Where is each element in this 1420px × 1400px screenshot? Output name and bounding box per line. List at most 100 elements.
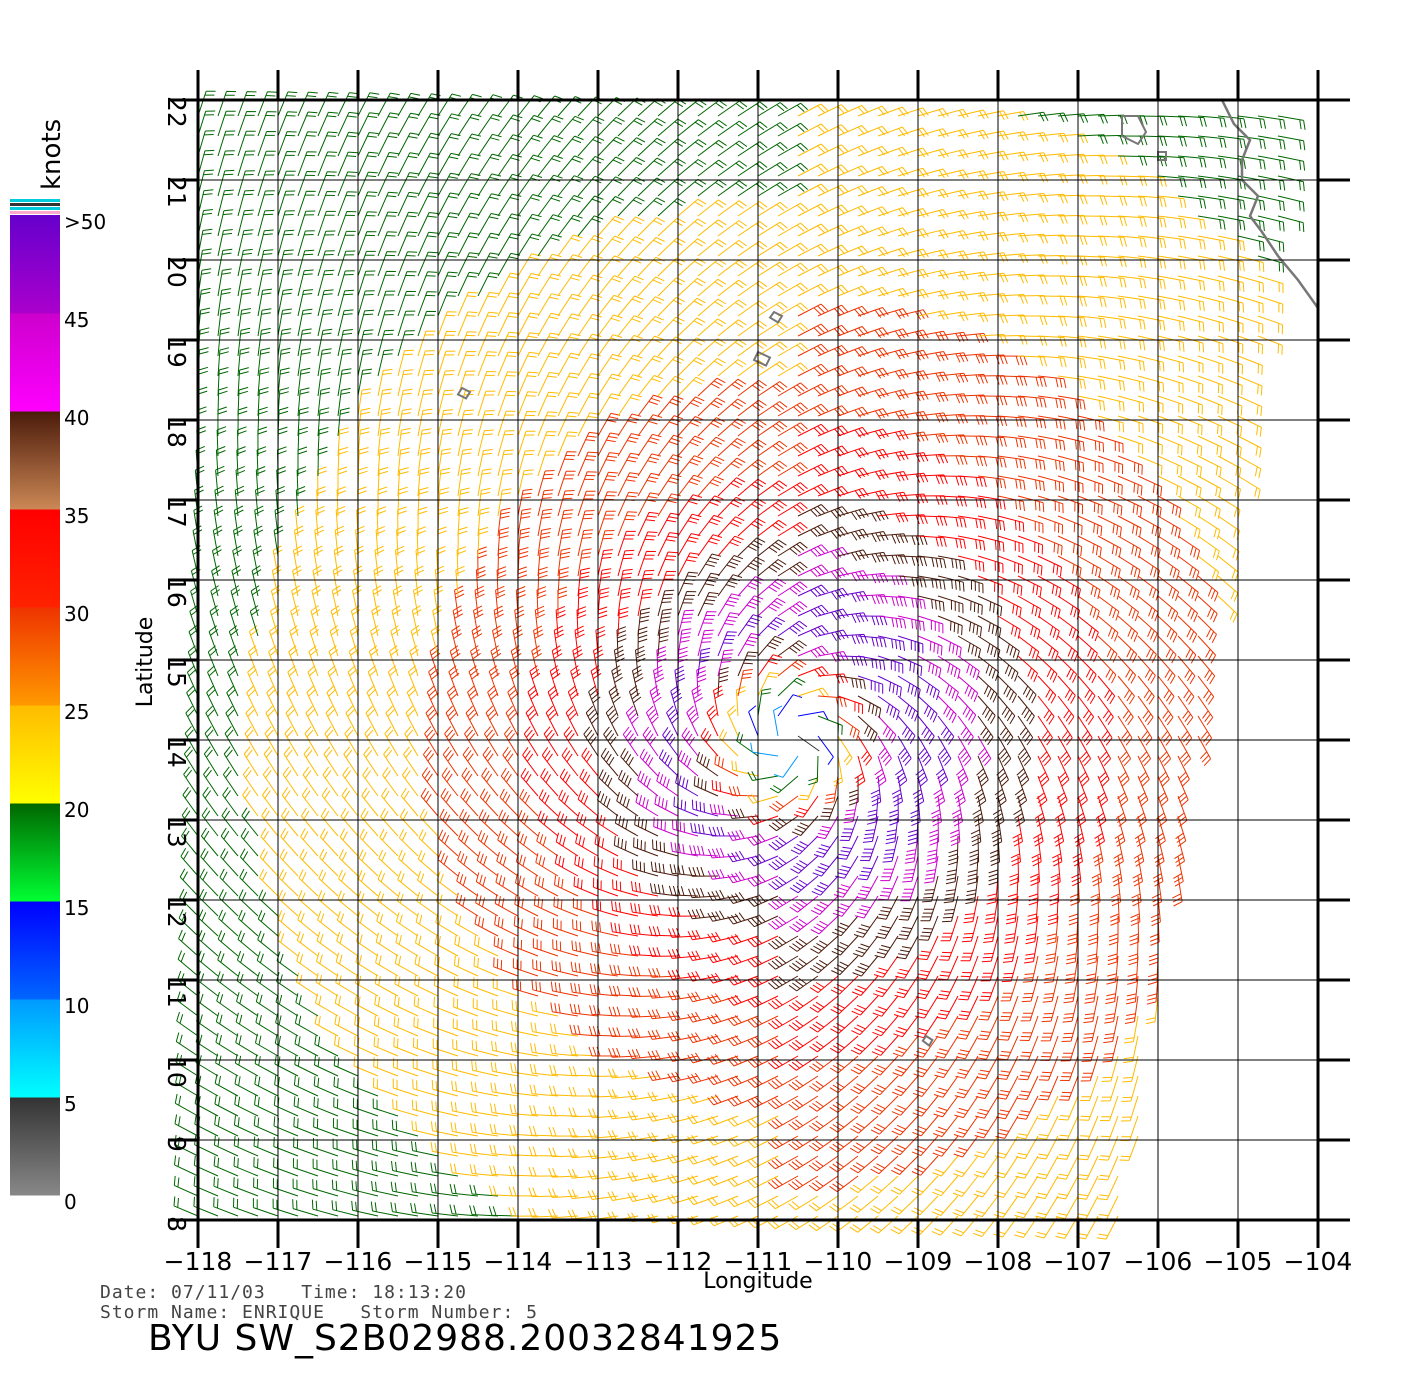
wind-barb (317, 210, 336, 237)
wind-barb (1012, 815, 1023, 847)
wind-barb (186, 685, 199, 717)
wind-barb (953, 1135, 979, 1158)
wind-barb (648, 967, 679, 978)
wind-barb (397, 152, 420, 177)
wind-barb (937, 975, 959, 1000)
wind-barb (197, 209, 213, 237)
wind-barb (857, 286, 889, 297)
wind-barb (317, 348, 332, 377)
wind-barb (681, 727, 699, 757)
wind-barb (293, 1096, 319, 1117)
wind-barb (1017, 675, 1037, 704)
wind-barb (707, 848, 739, 859)
wind-barb (757, 161, 788, 177)
wind-barb (707, 1074, 739, 1086)
wind-barb (537, 234, 562, 257)
wind-barb (1157, 675, 1175, 705)
wind-barb (296, 466, 307, 497)
wind-barb (1105, 975, 1119, 1005)
wind-barb (597, 275, 624, 297)
wind-barb (843, 795, 859, 824)
wind-barb (657, 356, 685, 377)
wind-barb (891, 1115, 919, 1136)
wind-barb (517, 332, 540, 357)
wind-barb (233, 505, 244, 537)
wind-barb (489, 1144, 519, 1157)
wind-barb (1157, 355, 1184, 373)
wind-barb (1017, 375, 1047, 388)
wind-barb (528, 1125, 559, 1137)
wind-barb (502, 746, 519, 777)
wind-barb (866, 795, 879, 825)
wind-barb (237, 308, 251, 337)
wind-barb (697, 298, 727, 317)
wind-barb (277, 288, 293, 317)
wind-barb (967, 855, 979, 885)
wind-barb (234, 485, 245, 517)
wind-barb (707, 1175, 739, 1186)
wind-barb (197, 110, 216, 137)
wind-barb (557, 274, 582, 297)
wind-barb (747, 853, 779, 867)
wind-barb (537, 810, 559, 837)
wind-barb (274, 1034, 299, 1057)
wind-barb (687, 991, 719, 1003)
wind-barb (767, 1195, 799, 1210)
wind-barb (242, 787, 259, 817)
wind-barb (397, 290, 416, 317)
wind-barb (243, 746, 259, 777)
wind-barb (1197, 695, 1214, 726)
wind-barb (737, 201, 768, 217)
wind-barb (412, 1058, 439, 1077)
longitude-tick-label: −110 (804, 1247, 873, 1276)
wind-barb (937, 372, 969, 383)
wind-barb (757, 420, 788, 437)
wind-barb (237, 229, 254, 257)
wind-barb (995, 1115, 1019, 1139)
wind-barb (977, 1015, 999, 1041)
wind-barb (437, 409, 454, 437)
wind-barb (1017, 395, 1047, 408)
wind-barb (897, 514, 928, 525)
wind-barb (337, 368, 352, 397)
wind-barb (717, 612, 740, 637)
wind-barb (897, 167, 929, 178)
wind-barb (256, 971, 279, 997)
wind-barb (747, 1015, 779, 1028)
wind-barb (395, 912, 419, 937)
wind-barb (789, 875, 819, 894)
wind-barb (398, 849, 419, 877)
wind-barb (178, 909, 199, 937)
wind-barb (559, 768, 579, 797)
wind-barb (181, 827, 199, 857)
wind-barb (837, 105, 869, 117)
wind-barb (469, 1184, 499, 1197)
wind-barb (757, 181, 788, 197)
wind-barb (1157, 275, 1186, 291)
longitude-tick-label: −111 (724, 1247, 793, 1276)
wind-barb (851, 995, 879, 1016)
wind-barb (1097, 395, 1125, 412)
wind-barb (377, 92, 400, 117)
wind-barb (532, 938, 559, 957)
wind-barb (517, 508, 532, 537)
wind-barb (937, 495, 967, 507)
wind-barb (472, 1019, 499, 1037)
wind-barb (857, 615, 888, 626)
wind-barb (1237, 195, 1266, 211)
wind-barb (1137, 655, 1156, 684)
wind-barb (235, 1012, 259, 1037)
wind-barb (997, 435, 1027, 449)
wind-barb (1037, 755, 1050, 787)
wind-barb (839, 815, 859, 841)
wind-barb (176, 1011, 199, 1037)
wind-barb (257, 930, 279, 957)
wind-barb (995, 1095, 1019, 1120)
wind-barb (857, 105, 889, 117)
wind-barb (437, 311, 457, 337)
wind-barb (637, 157, 666, 177)
wind-barb (777, 202, 809, 217)
wind-barb (727, 808, 759, 819)
wind-barb (414, 954, 439, 977)
wind-barb (917, 555, 947, 569)
